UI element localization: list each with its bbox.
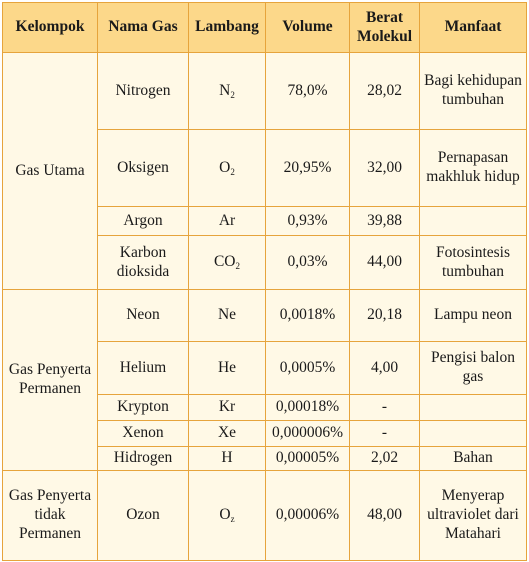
cell-nama: Ozon [97, 469, 189, 561]
cell-berat: 32,00 [349, 129, 420, 207]
cell-manfaat: Bahan [419, 446, 527, 471]
cell-lambang: Ne [188, 289, 266, 342]
cell-volume: 0,03% [265, 235, 350, 290]
header-manfaat: Manfaat [419, 2, 527, 53]
table-row: Hidrogen H 0,00005% 2,02 Bahan [3, 446, 527, 471]
header-volume: Volume [265, 2, 350, 53]
header-lambang: Lambang [188, 2, 266, 53]
cell-volume: 0,00018% [265, 394, 350, 421]
cell-berat: 28,02 [349, 52, 420, 130]
cell-nama: Karbon dioksida [97, 235, 189, 290]
cell-volume: 0,0005% [265, 341, 350, 395]
lambang-sub: 2 [230, 89, 235, 100]
cell-lambang: Kr [188, 394, 266, 421]
cell-lambang: Oz [188, 469, 266, 561]
cell-volume: 0,0018% [265, 289, 350, 342]
lambang-base: O [219, 158, 231, 176]
lambang-base: N [219, 81, 231, 99]
cell-lambang: Ar [188, 206, 266, 236]
cell-berat: 4,00 [349, 341, 420, 395]
cell-lambang: He [188, 341, 266, 395]
cell-manfaat: Lampu neon [419, 289, 527, 342]
cell-nama: Helium [97, 341, 189, 395]
table-row: Gas Penyerta tidak Permanen Ozon Oz 0,00… [2, 469, 527, 561]
lambang-base: O [219, 505, 231, 523]
table-row: Argon Ar 0,93% 39,88 [3, 206, 527, 236]
lambang-sub: 2 [235, 261, 241, 272]
lambang-base: Xe [217, 424, 237, 442]
cell-volume: 0,000006% [265, 420, 350, 447]
cell-berat: - [349, 420, 420, 447]
cell-manfaat: Bagi kehidupan tumbuhan [419, 52, 527, 130]
header-berat-molekul: Berat Molekul [349, 2, 420, 53]
cell-lambang: CO2 [188, 235, 266, 290]
header-row: Kelompok Nama Gas Lambang Volume Berat M… [2, 2, 527, 53]
lambang-base: Kr [218, 398, 236, 416]
cell-nama: Argon [97, 206, 189, 236]
cell-nama: Hidrogen [97, 446, 189, 471]
cell-manfaat: Fotosintesis tumbuhan [419, 235, 527, 290]
group-gas-penyerta-tidak-permanen: Gas Penyerta tidak Permanen [2, 469, 98, 561]
cell-berat: 2,02 [349, 446, 420, 471]
cell-volume: 0,00005% [265, 446, 350, 471]
cell-manfaat [419, 394, 527, 421]
lambang-sub: 2 [230, 166, 235, 177]
cell-volume: 20,95% [265, 129, 350, 207]
cell-lambang: O2 [188, 129, 266, 207]
cell-nama: Neon [97, 289, 189, 342]
lambang-base: CO [213, 253, 236, 271]
cell-volume: 0,93% [265, 206, 350, 236]
cell-lambang: N2 [188, 52, 266, 130]
lambang-base: Ne [217, 306, 237, 324]
cell-manfaat [419, 206, 527, 236]
table-row: Gas Utama Nitrogen N2 78,0% 28,02 Bagi k… [2, 52, 527, 290]
cell-nama: Oksigen [97, 129, 189, 207]
cell-manfaat: Menyerap ultraviolet dari Matahari [419, 469, 527, 561]
cell-nama: Krypton [97, 394, 189, 421]
cell-berat: 20,18 [349, 289, 420, 342]
cell-manfaat: Pernapasan makhluk hidup [419, 129, 527, 207]
header-nama-gas: Nama Gas [97, 2, 189, 53]
cell-manfaat [419, 420, 527, 447]
lambang-base: H [221, 449, 233, 466]
cell-volume: 0,00006% [265, 469, 350, 561]
cell-volume: 78,0% [265, 52, 350, 130]
cell-manfaat: Pengisi balon gas [419, 341, 527, 395]
table-row: Xenon Xe 0,000006% - [3, 420, 527, 447]
cell-berat: 44,00 [349, 235, 420, 290]
lambang-sub: z [230, 513, 235, 524]
group-gas-penyerta-permanen: Gas Penyerta Permanen [2, 289, 98, 471]
cell-nama: Nitrogen [97, 52, 189, 130]
table-row: Oksigen O2 20,95% 32,00 Pernapasan makhl… [3, 129, 527, 207]
cell-lambang: Xe [188, 420, 266, 447]
cell-lambang: H [188, 446, 266, 471]
group-gas-utama: Gas Utama [2, 52, 98, 290]
cell-berat: - [349, 394, 420, 421]
header-kelompok: Kelompok [2, 2, 98, 53]
table-row: Gas Penyerta Permanen Neon Ne 0,0018% 20… [2, 289, 527, 471]
cell-berat: 39,88 [349, 206, 420, 236]
cell-nama: Xenon [97, 420, 189, 447]
table-row: Karbon dioksida CO2 0,03% 44,00 Fotosint… [3, 235, 527, 290]
table-row: Helium He 0,0005% 4,00 Pengisi balon gas [3, 341, 527, 395]
cell-berat: 48,00 [349, 469, 420, 561]
lambang-base: Ar [218, 211, 236, 229]
lambang-base: He [217, 358, 237, 376]
